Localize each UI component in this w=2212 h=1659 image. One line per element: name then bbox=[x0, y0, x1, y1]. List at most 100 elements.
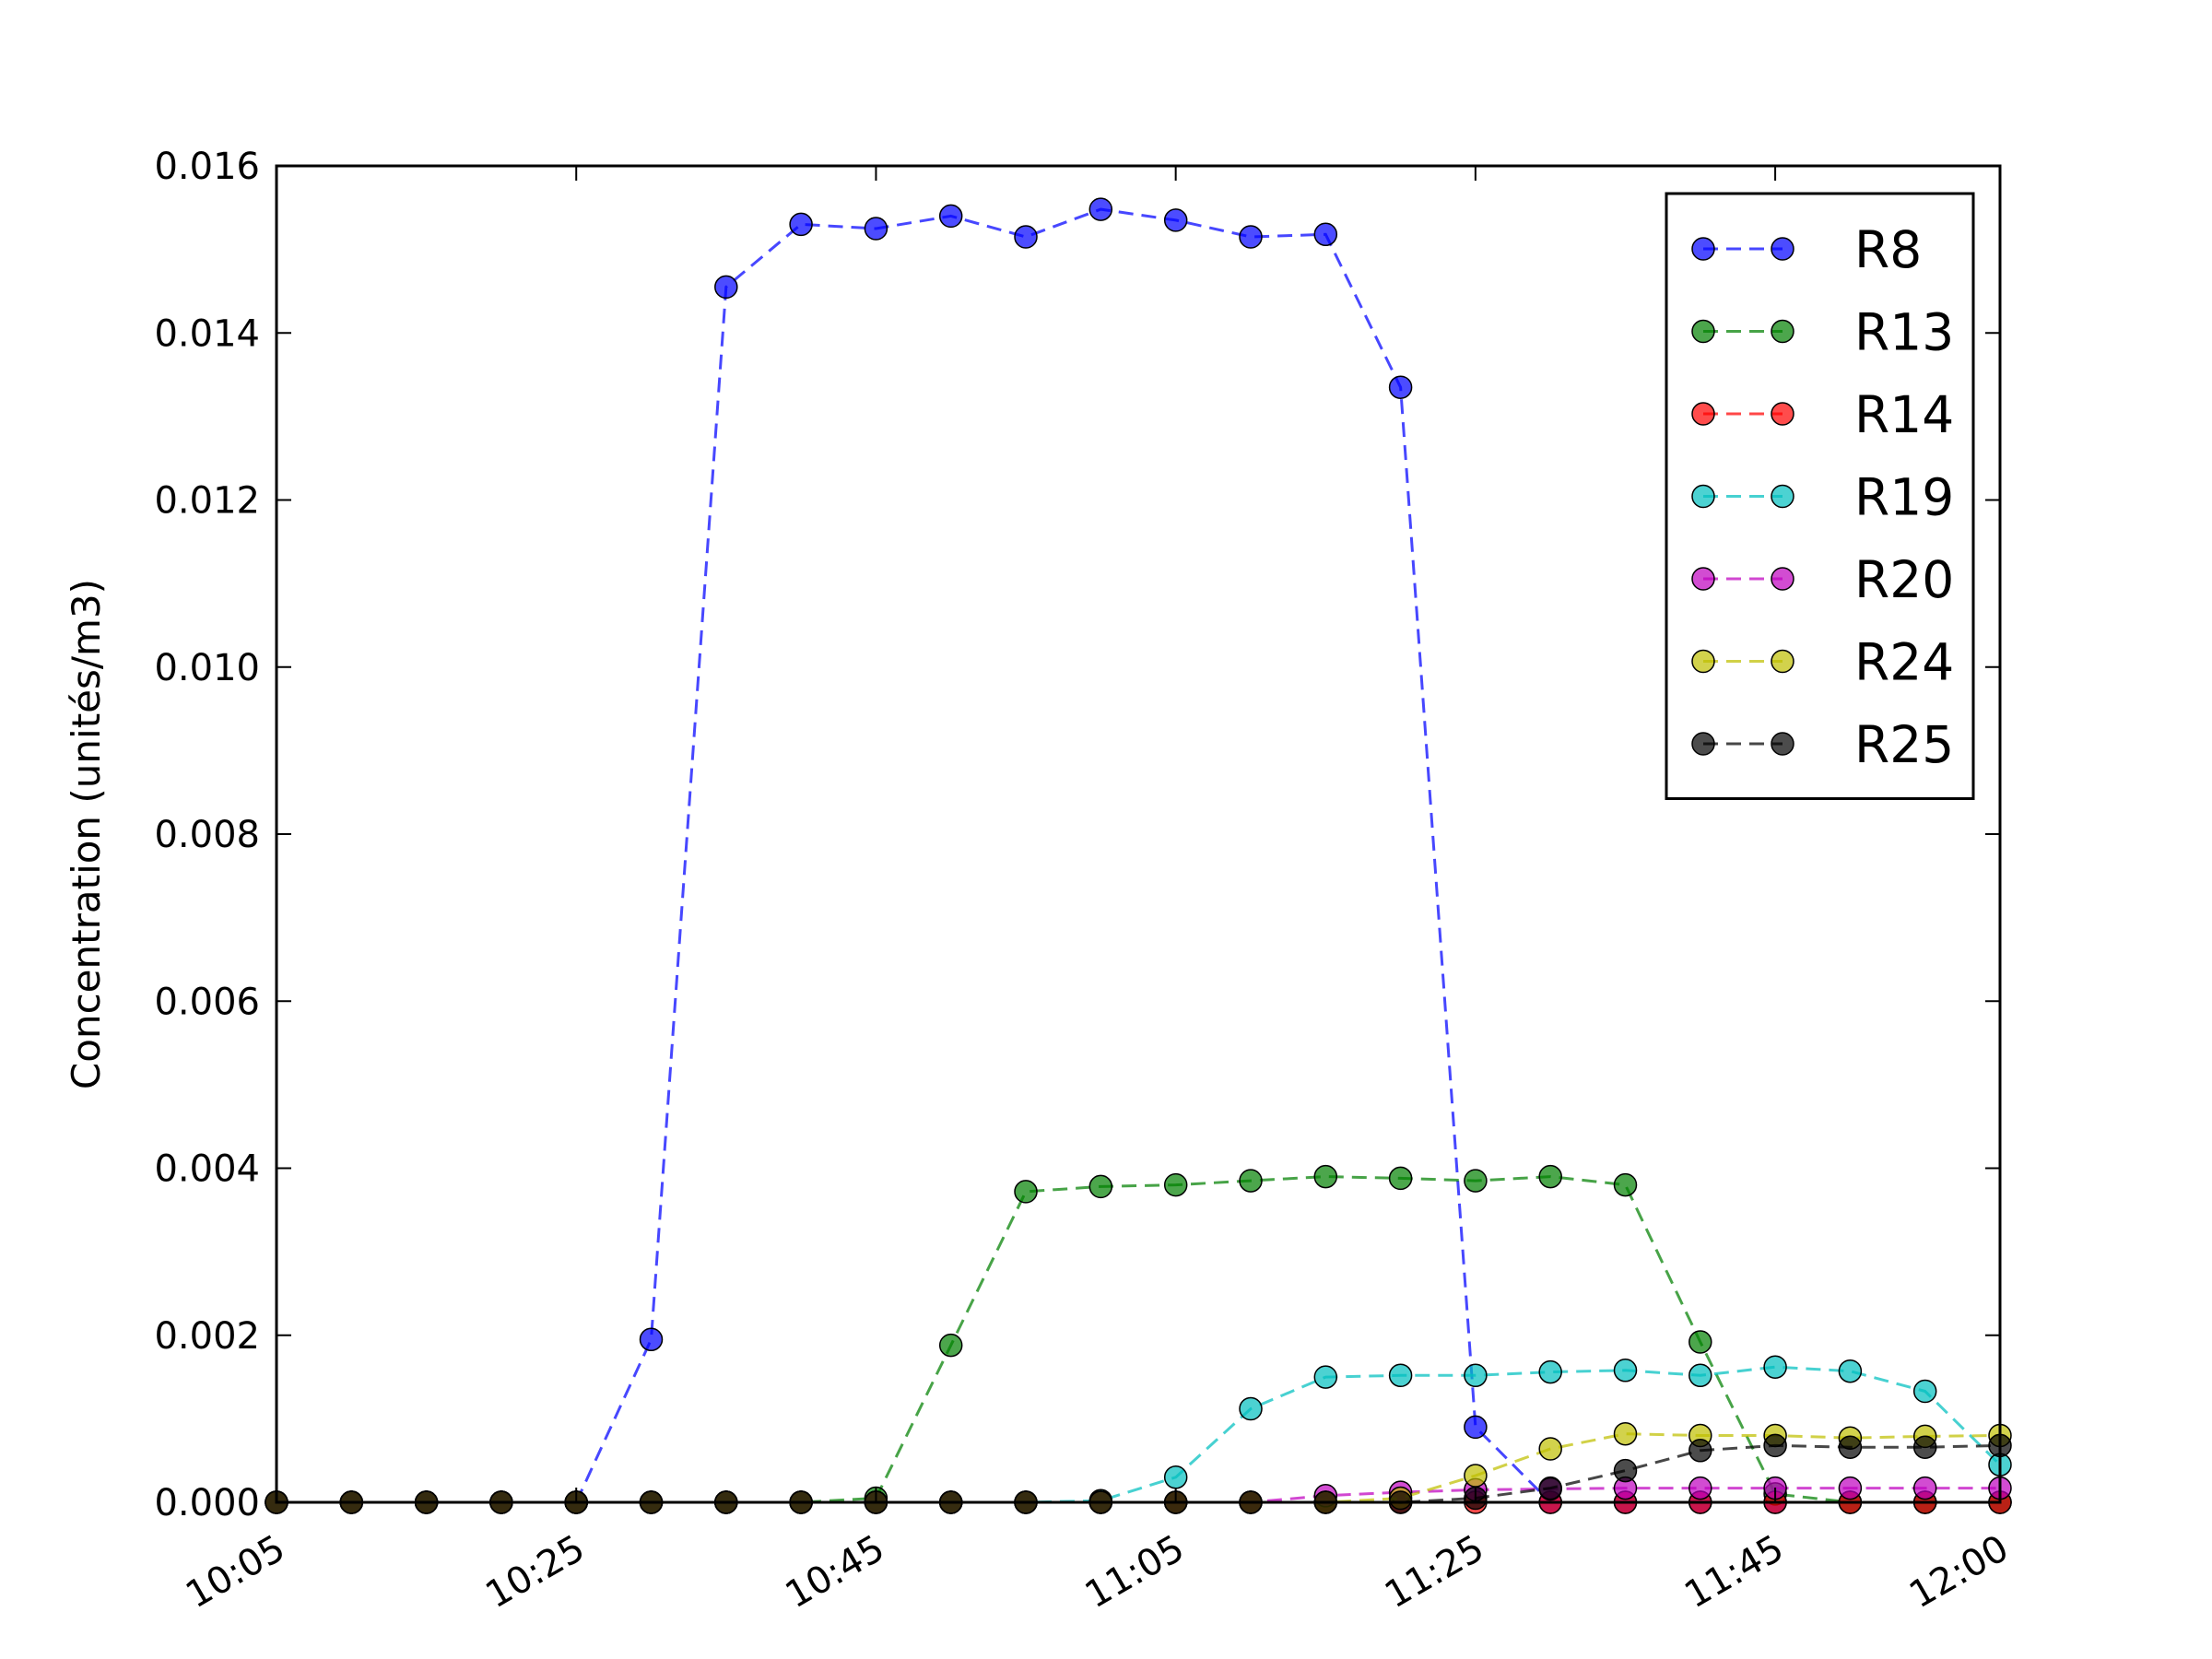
legend-marker bbox=[1691, 319, 1715, 344]
x-tick-label: 10:25 bbox=[478, 1527, 592, 1617]
data-point-r13 bbox=[1239, 1169, 1263, 1193]
data-point-r19 bbox=[1538, 1359, 1562, 1384]
data-point-r8 bbox=[1163, 208, 1188, 232]
x-tick-label: 12:00 bbox=[1902, 1527, 2016, 1617]
legend-entry-r25: R25 bbox=[1691, 715, 1954, 774]
legend-marker bbox=[1691, 567, 1715, 591]
legend-label: R20 bbox=[1854, 550, 1954, 609]
data-point-r19 bbox=[1388, 1363, 1413, 1388]
data-point-r13 bbox=[1613, 1172, 1638, 1197]
legend-entry-r24: R24 bbox=[1691, 633, 1954, 692]
legend-label: R24 bbox=[1854, 633, 1954, 692]
data-point-r8 bbox=[1088, 197, 1113, 221]
data-point-r19 bbox=[1239, 1396, 1263, 1421]
legend-entry-r14: R14 bbox=[1691, 385, 1954, 444]
data-point-r13 bbox=[1388, 1166, 1413, 1191]
series-line-r24 bbox=[276, 1432, 2001, 1504]
x-tick-label: 11:05 bbox=[1078, 1527, 1192, 1617]
data-point-r8 bbox=[789, 212, 813, 237]
y-tick-label: 0.010 bbox=[154, 647, 260, 689]
legend-marker bbox=[1691, 649, 1715, 674]
legend-marker bbox=[1691, 402, 1715, 426]
y-axis: 0.000 0.002 0.004 0.006 0.008 0.010 0.012 0.014… bbox=[154, 146, 2000, 1524]
legend-entry-r8: R8 bbox=[1691, 220, 1922, 279]
y-axis-label: Concentration (unités/m3) bbox=[64, 579, 109, 1089]
data-point-r8 bbox=[938, 204, 963, 229]
y-tick-label: 0.006 bbox=[154, 981, 260, 1023]
data-point-r8 bbox=[1313, 222, 1338, 247]
y-tick-label: 0.008 bbox=[154, 814, 260, 856]
data-point-r25 bbox=[1538, 1476, 1562, 1500]
data-point-r25 bbox=[1688, 1439, 1712, 1463]
data-point-r8 bbox=[1464, 1415, 1488, 1440]
data-point-r8 bbox=[639, 1327, 664, 1352]
legend-entry-r20: R20 bbox=[1691, 550, 1954, 609]
legend-label: R8 bbox=[1854, 220, 1922, 279]
series-line-r19 bbox=[276, 1365, 2002, 1504]
legend-marker bbox=[1771, 732, 1794, 756]
legend-label: R14 bbox=[1854, 385, 1954, 444]
data-point-r20 bbox=[1838, 1476, 1863, 1500]
data-point-r25 bbox=[1613, 1458, 1638, 1483]
x-tick-label: 10:45 bbox=[779, 1527, 892, 1617]
y-tick-label: 0.002 bbox=[154, 1315, 260, 1358]
data-point-r8 bbox=[864, 217, 888, 241]
data-point-r13 bbox=[1464, 1169, 1488, 1193]
data-point-r20 bbox=[1912, 1476, 1937, 1500]
y-tick-label: 0.000 bbox=[154, 1482, 260, 1524]
data-point-r24 bbox=[1538, 1437, 1562, 1461]
data-point-r13 bbox=[1088, 1174, 1113, 1199]
legend-label: R19 bbox=[1854, 468, 1954, 527]
data-point-r13 bbox=[1163, 1172, 1188, 1197]
data-point-r19 bbox=[1763, 1355, 1787, 1379]
data-point-r13 bbox=[1014, 1180, 1038, 1204]
legend-entry-r19: R19 bbox=[1691, 468, 1954, 527]
x-tick-label: 11:25 bbox=[1378, 1527, 1491, 1617]
legend-marker bbox=[1691, 237, 1715, 261]
data-point-r8 bbox=[1388, 375, 1413, 399]
series-line-r25 bbox=[276, 1443, 2001, 1504]
data-point-r19 bbox=[1313, 1365, 1338, 1389]
x-tick-label: 10:05 bbox=[179, 1527, 292, 1617]
legend-marker bbox=[1771, 567, 1794, 591]
data-point-r19 bbox=[1838, 1359, 1863, 1383]
data-point-r8 bbox=[1239, 225, 1263, 249]
data-point-r13 bbox=[1538, 1164, 1562, 1189]
data-point-r8 bbox=[714, 275, 738, 300]
data-point-r20 bbox=[1688, 1476, 1712, 1500]
legend-entry-r13: R13 bbox=[1691, 303, 1954, 362]
data-point-r19 bbox=[1613, 1359, 1638, 1382]
data-point-r13 bbox=[1688, 1330, 1712, 1354]
legend-marker bbox=[1771, 319, 1794, 344]
y-tick-label: 0.004 bbox=[154, 1148, 260, 1191]
data-point-r8 bbox=[1014, 225, 1038, 249]
data-point-r13 bbox=[1313, 1164, 1338, 1189]
legend-label: R13 bbox=[1854, 303, 1954, 362]
series-r20 bbox=[265, 1476, 2012, 1514]
legend-label: R25 bbox=[1854, 715, 1954, 774]
series-r24 bbox=[265, 1421, 2012, 1514]
data-point-r19 bbox=[1688, 1363, 1712, 1388]
data-point-r24 bbox=[1613, 1421, 1638, 1446]
data-point-r19 bbox=[1163, 1465, 1188, 1489]
series-r13 bbox=[265, 1164, 2012, 1514]
x-tick-label: 11:45 bbox=[1677, 1527, 1791, 1617]
data-point-r25 bbox=[1763, 1433, 1787, 1458]
data-point-r19 bbox=[1464, 1363, 1488, 1388]
data-point-r25 bbox=[1912, 1435, 1937, 1459]
legend-marker bbox=[1691, 484, 1715, 509]
legend-marker bbox=[1771, 484, 1794, 509]
legend-marker bbox=[1691, 732, 1715, 756]
legend-marker bbox=[1771, 237, 1794, 261]
y-tick-label: 0.012 bbox=[154, 480, 260, 523]
data-point-r19 bbox=[1912, 1379, 1937, 1404]
y-tick-label: 0.014 bbox=[154, 312, 260, 355]
series-line-r13 bbox=[276, 1175, 2000, 1504]
legend-marker bbox=[1771, 402, 1794, 426]
data-point-r24 bbox=[1464, 1464, 1488, 1488]
data-point-r25 bbox=[1838, 1435, 1863, 1459]
legend: R8 R13 R14 R19 R20 R24 R25 bbox=[1665, 192, 1975, 800]
data-point-r13 bbox=[938, 1333, 963, 1358]
y-tick-label: 0.016 bbox=[154, 146, 260, 188]
